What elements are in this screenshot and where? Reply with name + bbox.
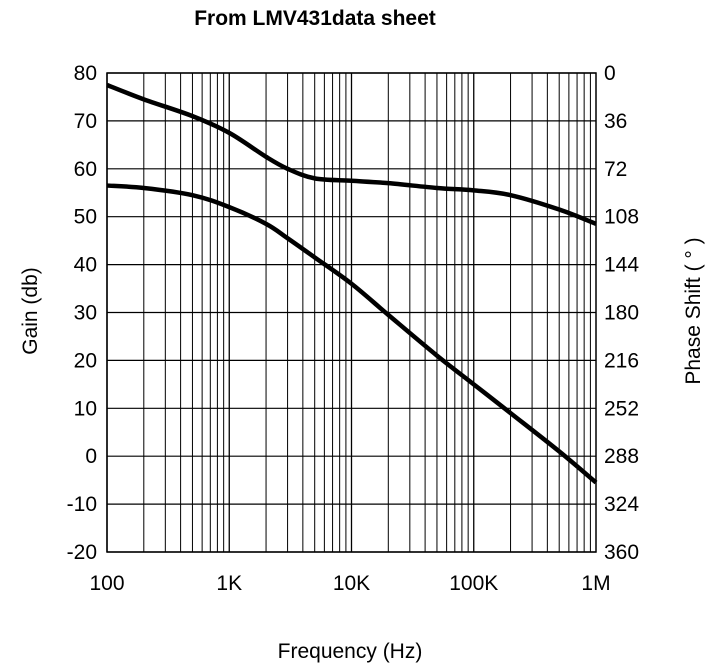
y2-tick-label: 180 (604, 302, 639, 325)
y-tick-label: 20 (74, 349, 97, 372)
y-tick-label: 70 (74, 110, 97, 133)
y2-tick-label: 144 (604, 254, 639, 277)
y-tick-label: 60 (74, 158, 97, 181)
x-tick-label: 100K (449, 572, 498, 595)
y2-tick-label: 36 (604, 110, 627, 133)
y2-axis-title: Phase Shift ( ° ) (682, 237, 705, 384)
y-axis-title: Gain (db) (19, 267, 42, 355)
y-tick-label: 30 (74, 302, 97, 325)
x-axis-title: Frequency (Hz) (278, 640, 423, 663)
y-tick-label: 40 (74, 254, 97, 277)
y-tick-label: -20 (67, 541, 97, 564)
y-tick-label: -10 (67, 493, 97, 516)
grid (106, 72, 596, 553)
x-tick-label: 1M (581, 572, 610, 595)
series-line-2 (106, 183, 598, 485)
y2-tick-label: 360 (604, 541, 639, 564)
x-tick-label: 10K (333, 572, 370, 595)
y-tick-label: 0 (85, 445, 97, 468)
y-tick-label: 10 (74, 397, 97, 420)
y2-tick-label: 252 (604, 397, 639, 420)
y2-tick-labels: 0 36 72 108 144 180 216 252 288 324 360 (604, 62, 639, 564)
y-tick-label: 50 (74, 206, 97, 229)
x-tick-label: 1K (216, 572, 242, 595)
y2-tick-label: 72 (604, 158, 627, 181)
y-tick-label: 80 (74, 62, 97, 85)
series-group (106, 82, 598, 485)
y2-tick-label: 108 (604, 206, 639, 229)
y2-tick-label: 0 (604, 62, 616, 85)
y2-tick-label: 288 (604, 445, 639, 468)
plot-frame (106, 72, 597, 553)
x-tick-labels: 100 1K 10K 100K 1M (89, 572, 610, 595)
y2-tick-label: 324 (604, 493, 639, 516)
series-line-1 (106, 82, 597, 226)
chart-title: From LMV431data sheet (194, 7, 436, 30)
x-tick-label: 100 (89, 572, 124, 595)
y-tick-labels: 80 70 60 50 40 30 20 10 0 -10 -20 (67, 62, 97, 564)
y2-tick-label: 216 (604, 349, 639, 372)
